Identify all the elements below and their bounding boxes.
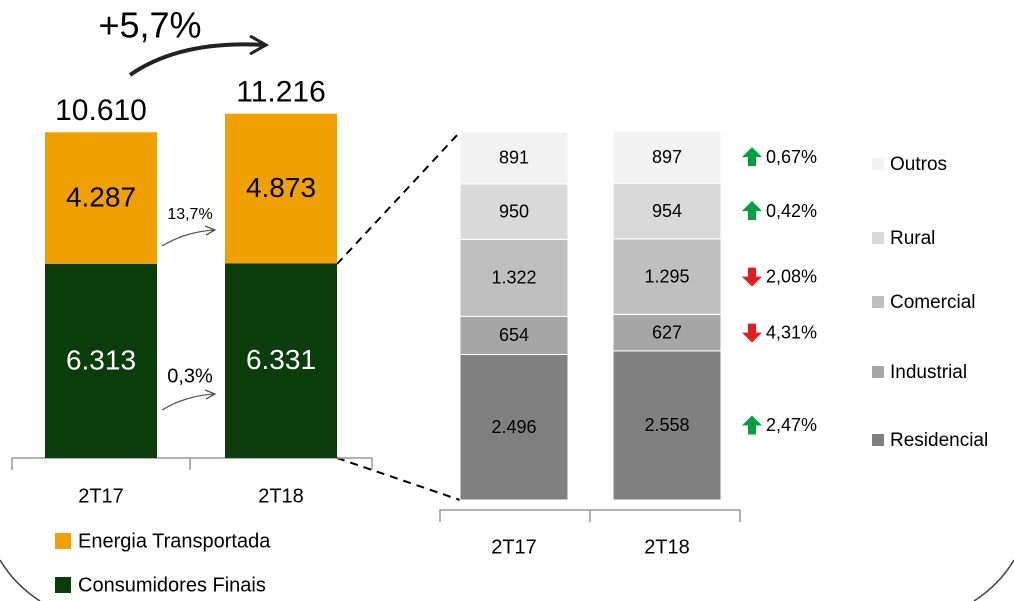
growth-label: +5,7% <box>98 5 201 46</box>
total-label: 11.216 <box>236 76 326 109</box>
legend-swatch <box>55 577 71 593</box>
value-label: 627 <box>652 322 682 342</box>
bar-segment <box>45 132 157 264</box>
change-label: 2,08% <box>766 266 817 286</box>
value-label: 897 <box>652 147 682 167</box>
value-label: 891 <box>499 148 529 168</box>
legend-label: Energia Transportada <box>78 530 271 552</box>
change-label: 2,47% <box>766 415 817 435</box>
value-label: 2.496 <box>491 417 536 437</box>
x-tick-label: 2T18 <box>644 536 690 558</box>
legend-swatch <box>872 296 884 308</box>
frame-arc <box>0 559 41 601</box>
bar-segment <box>225 263 337 458</box>
x-axis <box>439 509 741 522</box>
value-label: 6.331 <box>246 344 316 375</box>
bar-segment <box>459 315 569 356</box>
legend-label: Residencial <box>890 430 988 451</box>
x-tick-label: 2T18 <box>258 485 304 507</box>
legend-swatch <box>872 158 884 170</box>
legend-label: Comercial <box>890 292 976 313</box>
bar-segment <box>225 113 337 264</box>
growth-arrow <box>161 389 217 411</box>
bar-segment <box>612 238 722 315</box>
bar-segment <box>459 131 569 185</box>
legend-swatch <box>55 533 71 549</box>
zoom-line <box>336 131 461 265</box>
bar-segment <box>612 350 722 501</box>
value-label: 4.287 <box>66 182 136 213</box>
trend-arrow <box>742 147 762 167</box>
frame-arc <box>973 559 1014 601</box>
change-label: 4,31% <box>766 322 817 342</box>
value-label: 6.313 <box>66 344 136 375</box>
legend-label: Industrial <box>890 362 967 383</box>
trend-arrow <box>742 201 762 221</box>
bar-segment <box>45 264 157 458</box>
growth-arrow-head <box>249 34 270 56</box>
x-axis <box>11 457 373 470</box>
change-label: 0,42% <box>766 201 817 221</box>
change-label: 0,67% <box>766 147 817 167</box>
value-label: 2.558 <box>644 415 689 435</box>
bar-segment <box>612 182 722 240</box>
value-label: 1.322 <box>491 268 536 288</box>
trend-arrow <box>742 415 762 435</box>
growth-label: 13,7% <box>167 206 212 223</box>
bar-segment <box>459 238 569 317</box>
total-label: 10.610 <box>55 94 147 127</box>
growth-label: 0,3% <box>167 365 213 387</box>
trend-arrow <box>742 323 762 343</box>
value-label: 1.295 <box>644 266 689 286</box>
value-label: 4.873 <box>246 172 316 203</box>
legend-label: Rural <box>890 228 935 249</box>
legend-swatch <box>872 434 884 446</box>
legend-swatch <box>872 232 884 244</box>
value-label: 950 <box>499 201 529 221</box>
bar-segment <box>459 183 569 240</box>
bar-segment <box>612 313 722 352</box>
value-label: 654 <box>499 325 529 345</box>
x-tick-label: 2T17 <box>491 536 537 558</box>
zoom-line <box>336 457 461 501</box>
growth-arrow <box>161 225 217 247</box>
value-label: 954 <box>652 201 682 221</box>
legend-swatch <box>872 366 884 378</box>
trend-arrow <box>742 267 762 287</box>
x-tick-label: 2T17 <box>78 485 124 507</box>
legend-label: Outros <box>890 154 947 175</box>
bar-segment <box>612 130 722 184</box>
legend-label: Consumidores Finais <box>78 574 266 596</box>
growth-arrow <box>128 42 266 77</box>
bar-segment <box>459 354 569 501</box>
